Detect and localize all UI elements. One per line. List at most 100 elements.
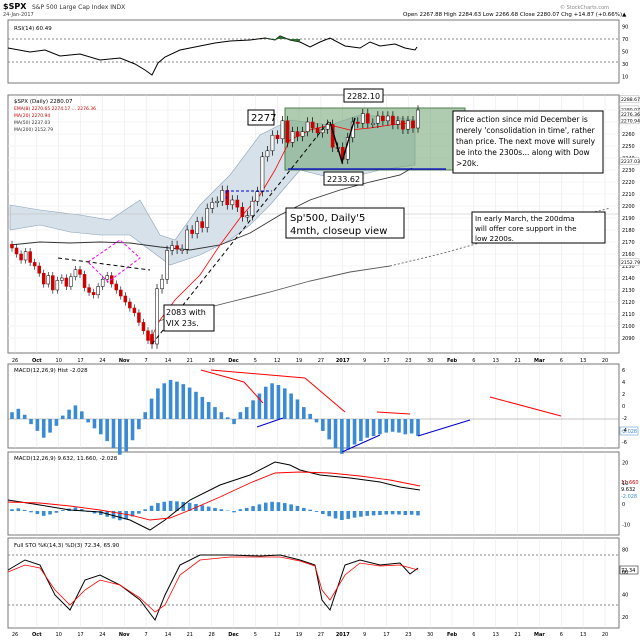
x-axis-label: 26 xyxy=(12,358,18,364)
candle-body xyxy=(210,202,215,209)
annotation-2233: 2233.62 xyxy=(327,175,360,184)
rsi-tick-label: 50 xyxy=(622,50,628,56)
x-axis-label-bottom: 2017 xyxy=(336,632,350,638)
x-axis-label: 17 xyxy=(383,358,389,364)
x-axis-label: 27 xyxy=(318,358,324,364)
macd-hist-bar-small xyxy=(327,511,331,517)
candle-body xyxy=(69,276,73,287)
macd-hist-bar xyxy=(378,419,382,435)
macd-hist-bar xyxy=(232,419,236,425)
price-tick-label: 2220 xyxy=(622,180,635,186)
ema8-line xyxy=(149,122,411,341)
candle-body xyxy=(255,191,260,202)
price-value-tag xyxy=(619,258,640,266)
early-march-line2: will offer core support in the xyxy=(475,224,577,233)
rsi-tick-label: 70 xyxy=(622,37,628,43)
candle-body xyxy=(91,292,96,296)
candle-body xyxy=(235,199,240,208)
macd-hist-bar-small xyxy=(232,511,236,513)
consolidation-box xyxy=(284,107,466,171)
macd-hist-bar xyxy=(143,412,148,419)
macd-hist-label: MACD(12,26,9) Hist -2.028 xyxy=(14,368,88,374)
x-axis-label-bottom: 6 xyxy=(472,632,475,638)
candle-body xyxy=(265,150,270,158)
x-axis-label: 21 xyxy=(187,358,193,364)
candle-body xyxy=(82,274,87,288)
x-axis-label: 30 xyxy=(427,358,433,364)
sto-tick-label: 20 xyxy=(622,615,628,621)
x-axis-label: 13 xyxy=(493,358,499,364)
sto-tick-label: 40 xyxy=(622,592,628,598)
candle-body xyxy=(100,278,105,287)
candle-body xyxy=(245,215,250,218)
x-axis-label-bottom: Dec xyxy=(228,632,239,638)
macd-hist-bar-small xyxy=(276,502,281,511)
bear-flag xyxy=(87,239,141,283)
macd-hist-bar-small xyxy=(181,501,186,511)
macd-hist-bar-small xyxy=(118,511,122,521)
x-axis-label-bottom: Nov xyxy=(119,632,131,638)
header-exchange: INDX xyxy=(110,4,125,11)
macd-hist-bar-small xyxy=(73,507,78,511)
macd-hist-bar-small xyxy=(143,509,148,511)
macd-hist-panel xyxy=(7,363,620,449)
macd-hist-bar xyxy=(213,407,217,419)
macd-hist-bar xyxy=(384,419,389,433)
macd-hist-tick-label: -2 xyxy=(622,416,627,422)
candle-body xyxy=(87,287,91,293)
macd-hist-bar-small xyxy=(219,509,224,511)
macd-hist-bar-small xyxy=(130,511,135,517)
macd-hist-bar xyxy=(111,419,116,448)
macd-hist-bar xyxy=(79,411,84,419)
macd-signal-line xyxy=(7,471,421,521)
candle-body xyxy=(141,322,146,332)
x-axis-label-bottom: Mar xyxy=(534,632,545,638)
price-action-line4: be into the 2300s... along with Dow xyxy=(456,148,590,157)
x-axis-label-bottom: Feb xyxy=(447,632,458,638)
price-tick-label: 2100 xyxy=(622,324,635,330)
macd-hist-bar xyxy=(92,419,97,429)
x-axis-label: 17 xyxy=(77,358,83,364)
x-axis-label: 2017 xyxy=(336,358,350,364)
macd-hist-bar-small xyxy=(270,501,274,511)
candle-body xyxy=(185,229,189,250)
macd-hist-bar-small xyxy=(187,502,192,511)
candle-body xyxy=(230,199,235,206)
divergence-blue-2 xyxy=(341,434,381,453)
macd-hist-bar-small xyxy=(238,509,243,511)
macd-value: 9.632 xyxy=(621,487,635,493)
candle-body xyxy=(60,277,64,281)
candle-body xyxy=(119,289,123,297)
macd-hist-bar xyxy=(156,388,160,419)
candle-body xyxy=(355,121,360,124)
candle-body xyxy=(23,251,28,261)
annotation-2083-line2: VIX 23s. xyxy=(166,319,199,328)
x-axis-label: 13 xyxy=(580,358,586,364)
divergence-blue-1 xyxy=(256,417,284,428)
macd-hist-bar xyxy=(276,385,281,419)
candle-body xyxy=(375,115,380,124)
x-axis-label-bottom: 21 xyxy=(514,632,520,638)
macd-hist-bar-small xyxy=(308,509,312,511)
divergence-red-5 xyxy=(376,411,411,415)
x-axis-label: 7 xyxy=(145,358,148,364)
macd-hist-bar-small xyxy=(251,506,255,511)
candle-body xyxy=(260,156,265,192)
macd-line xyxy=(7,461,421,531)
macd-hist-bar xyxy=(270,383,274,419)
candle-body xyxy=(160,278,164,290)
macd-hist-bar xyxy=(168,379,173,419)
candle-body xyxy=(10,244,14,249)
x-axis-label-bottom: 24 xyxy=(99,632,105,638)
candle-body xyxy=(310,121,315,129)
macd-hist-bar xyxy=(257,393,262,419)
x-axis-label-bottom: 26 xyxy=(12,632,18,638)
macd-hist-bar xyxy=(149,398,154,419)
candle-body xyxy=(64,277,69,287)
macd-hist-bar-small xyxy=(225,510,230,512)
x-axis-label: Dec xyxy=(228,358,239,364)
macd-hist-tick-label: 0 xyxy=(622,404,625,410)
macd-hist-bar xyxy=(409,419,414,434)
price-tick-label: 2160 xyxy=(622,252,635,258)
price-tick-label: 2260 xyxy=(622,132,635,138)
